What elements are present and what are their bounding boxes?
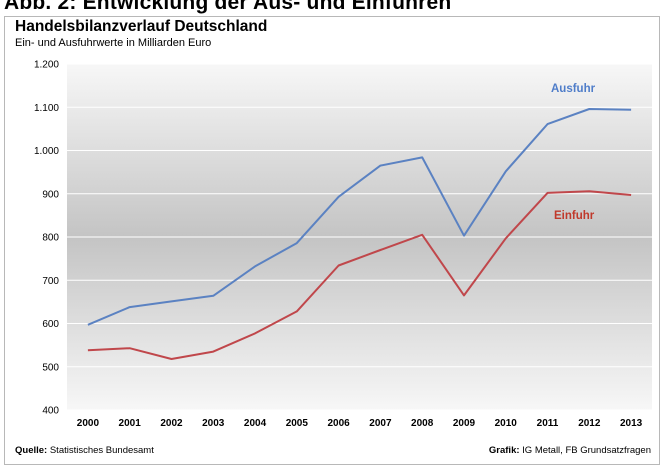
chart-frame: Handelsbilanzverlauf Deutschland Ein- un… bbox=[4, 16, 660, 465]
y-tick-label: 700 bbox=[42, 276, 59, 287]
x-tick-label: 2003 bbox=[202, 418, 225, 429]
chart-subtitle: Ein- und Ausfuhrwerte in Milliarden Euro bbox=[15, 37, 212, 49]
x-tick-label: 2004 bbox=[244, 418, 267, 429]
x-tick-label: 2000 bbox=[77, 418, 100, 429]
y-tick-label: 1.200 bbox=[34, 60, 59, 71]
footer-source-value: Statistisches Bundesamt bbox=[47, 445, 154, 456]
series-lines bbox=[87, 108, 632, 360]
footer-source-label: Quelle: bbox=[15, 445, 48, 456]
y-tick-label: 1.000 bbox=[34, 146, 59, 157]
y-tick-label: 600 bbox=[42, 319, 59, 330]
x-tick-label: 2012 bbox=[578, 418, 601, 429]
x-tick-label: 2002 bbox=[160, 418, 183, 429]
series-line-ausfuhr bbox=[87, 108, 632, 326]
x-tick-label: 2009 bbox=[453, 418, 476, 429]
x-tick-label: 2007 bbox=[369, 418, 392, 429]
x-tick-label: 2005 bbox=[286, 418, 309, 429]
footer-source: Quelle: Statistisches Bundesamt bbox=[15, 445, 154, 456]
x-tick-label: 2008 bbox=[411, 418, 434, 429]
footer-credit-label: Grafik: bbox=[488, 445, 520, 456]
x-tick-label: 2001 bbox=[119, 418, 142, 429]
gridlines bbox=[67, 63, 652, 411]
x-axis-ticks: 2000 2001 2002 2003 2004 2005 2006 2007 2008 2009… bbox=[77, 418, 643, 429]
chart-title: Handelsbilanzverlauf Deutschland bbox=[15, 18, 268, 35]
y-tick-label: 500 bbox=[42, 362, 59, 373]
x-tick-label: 2010 bbox=[495, 418, 518, 429]
series-label-einfuhr: Einfuhr bbox=[554, 210, 595, 222]
series-line-einfuhr bbox=[87, 190, 632, 360]
figure-heading: Abb. 2: Entwicklung der Aus- und Einfuhr… bbox=[4, 0, 452, 14]
y-tick-label: 1.100 bbox=[34, 103, 59, 114]
footer-credit-value: IG Metall, FB Grundsatzfragen bbox=[519, 445, 651, 456]
footer-credit: Grafik: IG Metall, FB Grundsatzfragen bbox=[489, 445, 651, 456]
y-tick-label: 800 bbox=[42, 233, 59, 244]
y-tick-label: 900 bbox=[42, 189, 59, 200]
y-tick-label: 400 bbox=[42, 406, 59, 417]
y-axis-ticks: 400 500 600 700 800 900 1.000 1.100 1.200 bbox=[34, 60, 59, 417]
x-tick-label: 2013 bbox=[620, 418, 643, 429]
series-label-ausfuhr: Ausfuhr bbox=[551, 83, 596, 95]
x-tick-label: 2011 bbox=[537, 418, 559, 429]
x-tick-label: 2006 bbox=[327, 418, 350, 429]
